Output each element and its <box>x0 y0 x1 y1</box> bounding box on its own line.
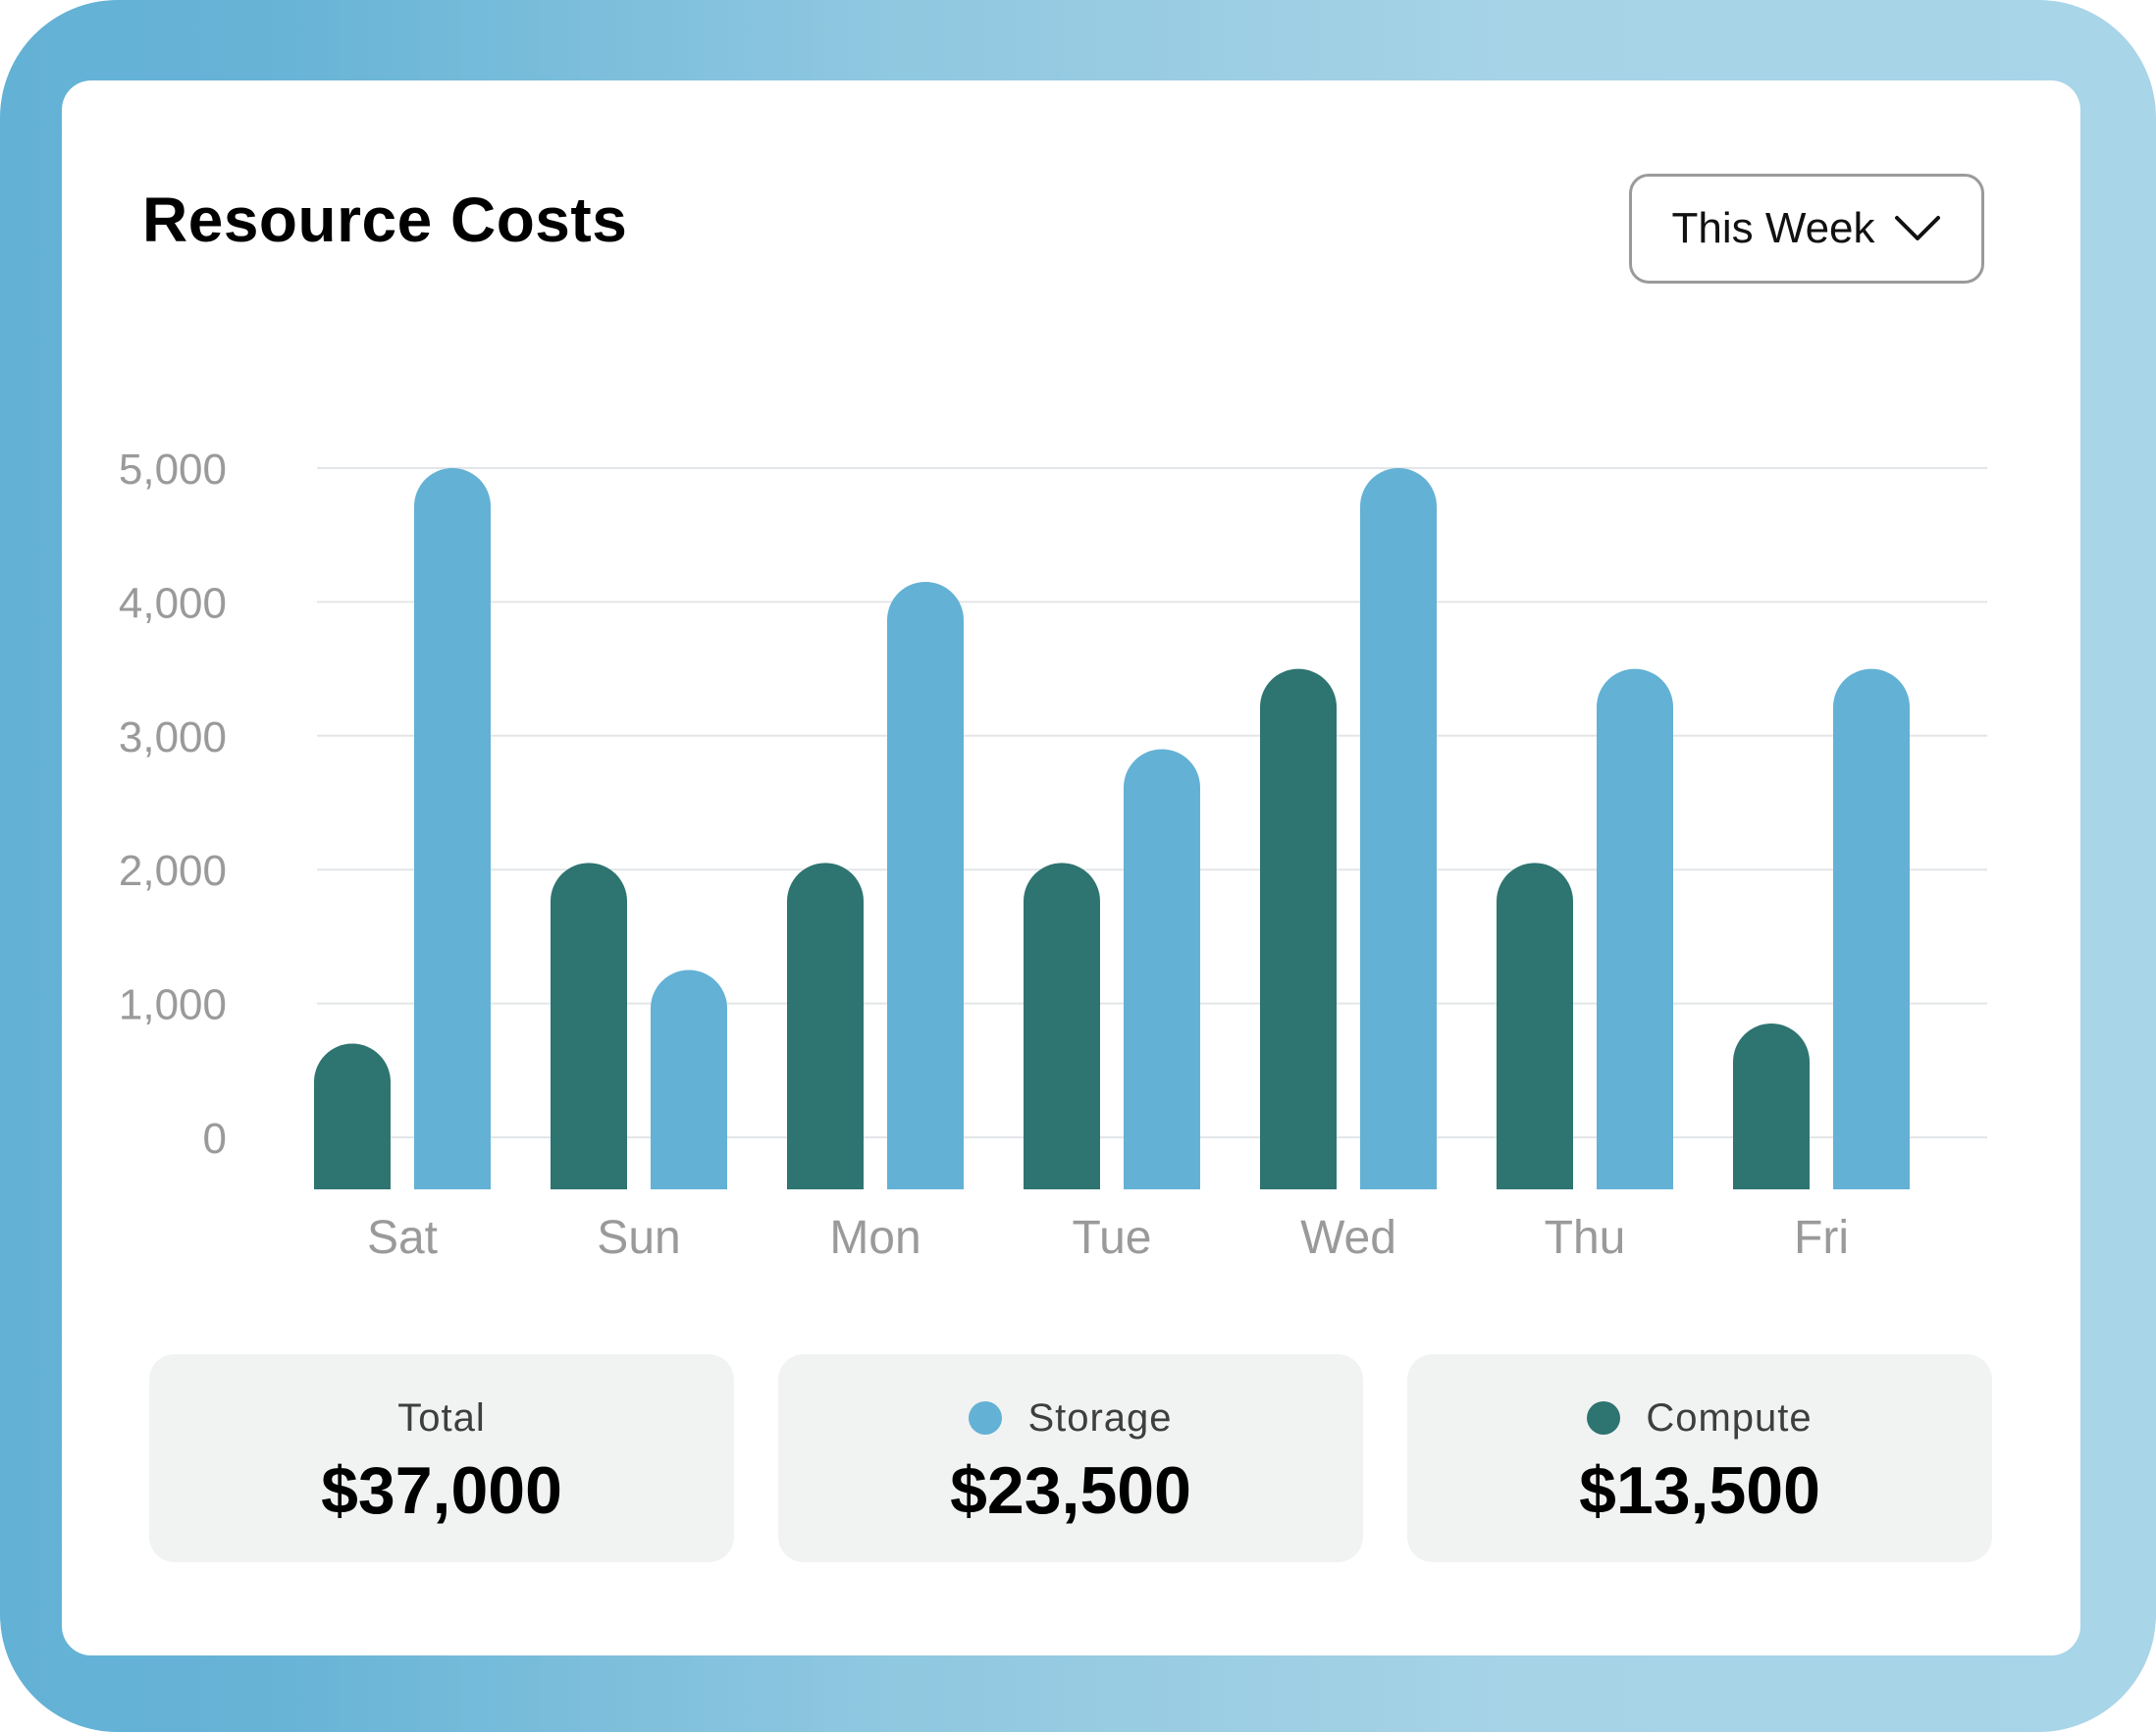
resource-costs-card: Resource Costs This Week 0 1,000 2,000 3,00… <box>62 80 2080 1655</box>
total-value: $37,000 <box>321 1453 562 1528</box>
y-tick-label: 4,000 <box>119 579 227 627</box>
y-tick-label: 3,000 <box>119 713 227 761</box>
bar-chart: 0 1,000 2,000 3,000 4,000 5,000 Sat Sun Mon Tue We… <box>119 446 1987 1264</box>
storage-stat-card: Storage $23,500 <box>778 1354 1363 1562</box>
time-range-value: This Week <box>1671 204 1875 252</box>
chevron-down-icon <box>1894 216 1940 240</box>
bar-compute-thu <box>1497 863 1573 1189</box>
total-stat-card: Total $37,000 <box>149 1354 734 1562</box>
bar-compute-fri <box>1733 1023 1810 1189</box>
x-tick-label: Fri <box>1794 1212 1849 1264</box>
bar-storage-mon <box>887 581 964 1189</box>
bar-compute-sat <box>314 1043 391 1189</box>
storage-label: Storage <box>1027 1395 1173 1440</box>
storage-value: $23,500 <box>950 1453 1191 1528</box>
time-range-dropdown[interactable]: This Week <box>1629 174 1984 284</box>
compute-stat-card: Compute $13,500 <box>1407 1354 1992 1562</box>
compute-label: Compute <box>1646 1395 1813 1440</box>
bar-storage-tue <box>1124 749 1200 1189</box>
x-tick-label: Wed <box>1300 1212 1396 1264</box>
x-tick-label: Mon <box>829 1212 920 1264</box>
total-label: Total <box>397 1395 486 1440</box>
y-tick-label: 1,000 <box>119 981 227 1029</box>
bar-compute-mon <box>787 863 864 1189</box>
bar-compute-sun <box>551 863 627 1189</box>
bar-storage-thu <box>1597 668 1674 1189</box>
bar-storage-wed <box>1360 468 1437 1189</box>
y-tick-label: 5,000 <box>119 446 227 494</box>
bar-storage-sat <box>414 468 491 1189</box>
y-tick-label: 2,000 <box>119 847 227 895</box>
bar-storage-sun <box>651 970 727 1189</box>
compute-value: $13,500 <box>1579 1453 1820 1528</box>
bar-storage-fri <box>1833 668 1910 1189</box>
bar-compute-tue <box>1024 863 1100 1189</box>
x-tick-label: Thu <box>1545 1212 1626 1264</box>
x-tick-label: Sat <box>367 1212 438 1264</box>
x-tick-label: Sun <box>597 1212 680 1264</box>
x-tick-label: Tue <box>1073 1212 1152 1264</box>
y-tick-label: 0 <box>203 1115 227 1163</box>
card-title: Resource Costs <box>142 184 628 255</box>
storage-legend-dot <box>969 1401 1003 1435</box>
compute-legend-dot <box>1587 1401 1621 1435</box>
bar-compute-wed <box>1260 668 1337 1189</box>
